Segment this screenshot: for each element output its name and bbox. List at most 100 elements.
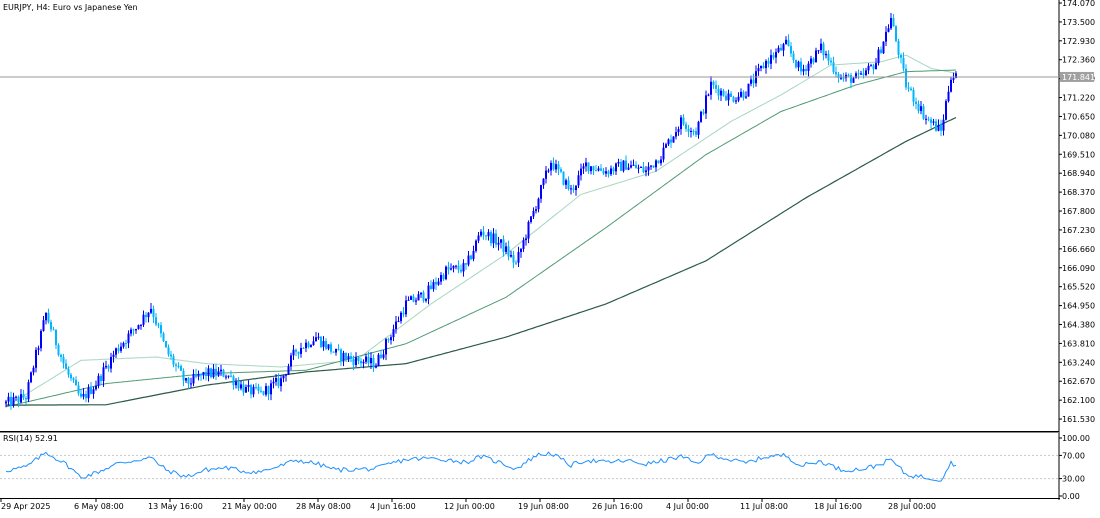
candle: [310, 344, 312, 348]
candle-body: [317, 336, 320, 338]
candle: [70, 372, 72, 382]
candle-body: [42, 320, 45, 331]
candle: [187, 377, 190, 390]
price-tick-label: 170.080: [1062, 131, 1095, 140]
candle-body: [830, 60, 832, 63]
candle: [242, 380, 245, 396]
candle-body: [160, 325, 162, 334]
candle: [537, 197, 540, 213]
candle-body: [585, 162, 587, 167]
candle-body: [725, 95, 727, 101]
candle-body: [70, 374, 72, 379]
candle: [5, 399, 7, 408]
candle: [945, 99, 947, 121]
candle: [172, 353, 175, 368]
candle: [485, 234, 487, 241]
candle-body: [75, 379, 77, 386]
candle-body: [735, 100, 737, 102]
candle: [77, 381, 80, 396]
candle: [465, 263, 467, 270]
candle-body: [290, 355, 292, 367]
candle: [705, 90, 707, 119]
candle: [645, 166, 647, 177]
candle: [530, 216, 532, 224]
candle-body: [535, 209, 537, 211]
candle-body: [632, 164, 635, 166]
candle: [495, 229, 497, 248]
candle: [865, 67, 867, 77]
price-tick-label: 162.100: [1062, 396, 1095, 405]
candle: [202, 371, 205, 380]
candle-body: [360, 360, 362, 364]
candle: [117, 344, 120, 354]
candle: [540, 184, 542, 203]
candle-body: [130, 329, 132, 334]
candle-body: [432, 282, 435, 290]
candle-body: [357, 357, 360, 361]
candle: [930, 117, 932, 129]
candle: [27, 379, 30, 402]
candle-body: [242, 384, 245, 393]
candle: [867, 63, 870, 75]
candle: [525, 234, 527, 246]
time-tick-label: 19 Jun 08:00: [518, 502, 569, 511]
candle: [835, 66, 837, 78]
candle: [377, 353, 380, 367]
candle-body: [660, 159, 662, 164]
candle: [500, 239, 502, 249]
candle-body: [560, 169, 562, 172]
candle-body: [55, 329, 57, 345]
candle: [12, 392, 15, 408]
candle-body: [332, 351, 335, 353]
candle-body: [515, 262, 517, 264]
candle-body: [67, 368, 70, 375]
candle: [322, 336, 325, 351]
candle: [122, 341, 125, 349]
candle-body: [800, 61, 802, 72]
candle: [290, 352, 292, 371]
candle-body: [600, 168, 602, 171]
candle-body: [390, 337, 392, 341]
candle: [247, 380, 250, 392]
candle-body: [105, 365, 107, 368]
candle: [660, 156, 662, 166]
candle-body: [757, 68, 760, 72]
candle-body: [397, 320, 400, 322]
candle-body: [287, 366, 290, 375]
candle-body: [12, 397, 15, 406]
candle: [460, 264, 462, 274]
candle: [872, 63, 875, 75]
candle-body: [40, 330, 42, 349]
price-tick-label: 163.240: [1062, 358, 1095, 367]
candle-body: [762, 65, 765, 69]
candle-body: [955, 73, 957, 79]
candle: [75, 376, 77, 386]
candle-body: [330, 344, 332, 352]
candle: [740, 88, 742, 98]
candle-body: [365, 356, 367, 362]
candle: [470, 254, 472, 261]
candle: [747, 83, 750, 97]
candle: [45, 312, 47, 325]
candle-body: [765, 60, 767, 69]
time-tick-label: 13 May 16:00: [148, 502, 203, 511]
candle: [810, 55, 812, 68]
candle-body: [582, 166, 585, 169]
candle-body: [945, 101, 947, 120]
candle-body: [165, 341, 167, 348]
candle-body: [425, 298, 427, 301]
candle-body: [185, 378, 187, 381]
candle: [572, 184, 575, 193]
candle-body: [700, 111, 702, 122]
candle-body: [797, 61, 800, 68]
candle: [260, 386, 262, 393]
candle-body: [322, 341, 325, 347]
rsi-tick-label: 0.00: [1062, 492, 1080, 501]
candle-body: [920, 106, 922, 111]
candle-body: [770, 55, 772, 64]
candle: [937, 119, 940, 132]
candle-body: [380, 354, 382, 358]
candle-body: [457, 265, 460, 270]
candle: [362, 359, 365, 369]
candle: [312, 336, 315, 346]
